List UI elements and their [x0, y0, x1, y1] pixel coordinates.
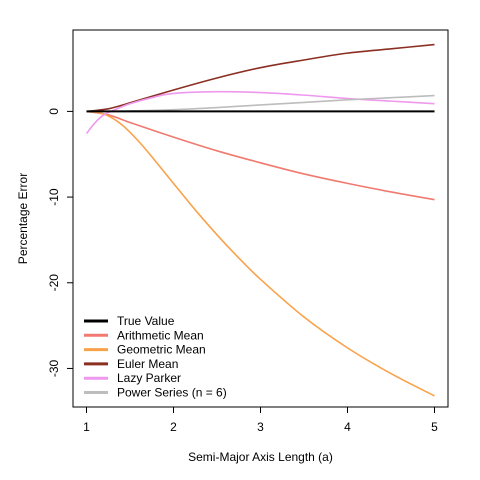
series-line-euler-mean	[86, 43, 435, 113]
y-tick-label: -20	[47, 274, 61, 292]
series-line-lazy-parker	[85, 90, 435, 135]
legend-entry: Geometric Mean	[117, 343, 206, 357]
x-tick-label: 5	[431, 420, 438, 434]
legend-entry: Power Series (n = 6)	[117, 386, 227, 400]
legend-entry: Euler Mean	[117, 357, 178, 371]
x-tick-label: 3	[257, 420, 264, 434]
x-tick-label: 4	[344, 420, 351, 434]
y-tick-label: -30	[47, 359, 61, 377]
legend-entry: True Value	[117, 314, 175, 328]
series-line-geometric-mean	[86, 110, 435, 397]
x-axis-label: Semi-Major Axis Length (a)	[188, 450, 333, 464]
y-axis: 0 -10 -20 -30	[47, 108, 73, 377]
series-line-power-series-n-6	[86, 94, 435, 113]
y-axis-label: Percentage Error	[16, 173, 30, 264]
x-tick-label: 1	[83, 420, 90, 434]
y-tick-label: 0	[47, 108, 61, 115]
series-line-arithmetic-mean	[86, 110, 435, 201]
y-tick-label: -10	[47, 188, 61, 206]
legend-entry: Lazy Parker	[117, 371, 181, 385]
x-tick-label: 2	[170, 420, 177, 434]
series-layer	[85, 43, 435, 397]
x-axis: 1 2 3 4 5	[83, 407, 438, 434]
legend-entry: Arithmetic Mean	[117, 328, 204, 342]
